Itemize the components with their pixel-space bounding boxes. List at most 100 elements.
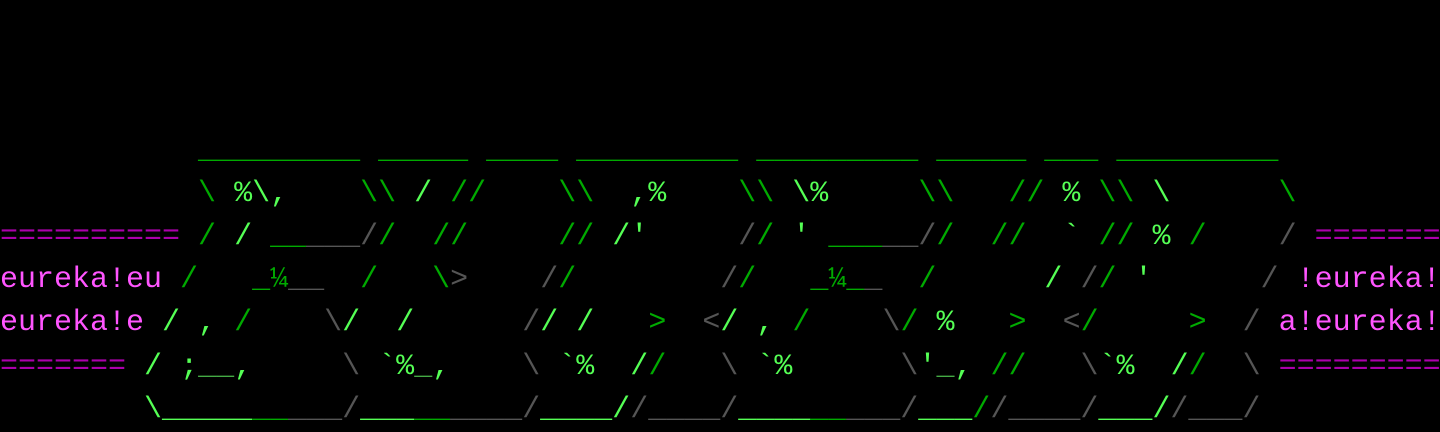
ascii-segment: / [918, 263, 937, 298]
ascii-segment: \_____ [144, 392, 253, 427]
ascii-segment [198, 263, 252, 297]
ascii-segment [918, 134, 936, 168]
ascii-segment [0, 393, 144, 427]
ascii-segment: , [198, 306, 217, 341]
ascii-segment [955, 306, 1009, 340]
ascii-segment: ____ [486, 133, 559, 168]
ascii-segment [162, 263, 180, 297]
ascii-segment: / [1278, 219, 1297, 254]
ascii-segment [666, 177, 738, 211]
ascii-segment: ; [180, 349, 199, 384]
ascii-segment [1044, 177, 1062, 211]
ascii-segment: _________ [756, 133, 919, 168]
ascii-segment: _____ [378, 133, 469, 168]
ascii-segment [180, 306, 198, 340]
ascii-segment: ___/ [1188, 392, 1261, 427]
ascii-segment: ____/ [1008, 392, 1099, 427]
ascii-segment [252, 220, 270, 254]
ascii-segment: ' [1134, 263, 1153, 298]
ascii-segment: _________ [1116, 133, 1279, 168]
ascii-segment: // [990, 349, 1027, 384]
ascii-segment: , [954, 349, 973, 384]
ascii-segment [792, 350, 900, 384]
ascii-row: eureka!e / , / \/ / // / > </ , / \/ % >… [0, 302, 1440, 345]
ascii-segment [378, 263, 432, 297]
ascii-segment: / [234, 219, 253, 254]
ascii-segment [252, 350, 342, 384]
ascii-segment: ____ [738, 392, 811, 427]
ascii-segment: \\ [738, 176, 775, 211]
ascii-segment: , [234, 349, 253, 384]
ascii-segment: , [756, 306, 775, 341]
ascii-row [0, 86, 1440, 129]
ascii-segment [810, 220, 828, 254]
ascii-segment: `% [378, 349, 415, 384]
ascii-segment [0, 177, 198, 211]
ascii-segment [1134, 177, 1152, 211]
ascii-segment [558, 306, 576, 340]
ascii-segment [1207, 220, 1279, 254]
ascii-segment: / [234, 306, 253, 341]
ascii-segment: _________ [198, 133, 361, 168]
double-rule: ======= [1314, 219, 1440, 254]
ascii-segment: \ [1080, 349, 1099, 384]
ascii-segment: \ [198, 176, 217, 211]
eureka-text: eureka!eu [0, 263, 163, 298]
ascii-segment [882, 263, 918, 297]
ascii-segment: ___/ [1098, 392, 1171, 427]
ascii-segment [486, 177, 558, 211]
ascii-segment: ___ [306, 219, 361, 254]
ascii-segment: > [1008, 306, 1027, 341]
ascii-segment: \\ [360, 176, 397, 211]
ascii-segment: / [1080, 263, 1099, 298]
ascii-segment [1027, 306, 1063, 340]
ascii-segment: \\ [918, 176, 955, 211]
ascii-segment: \ [1242, 349, 1261, 384]
ascii-segment: / [342, 306, 361, 341]
ascii-segment: __ [414, 392, 451, 427]
ascii-segment [1153, 263, 1261, 297]
ascii-segment [216, 306, 234, 340]
ascii-segment [648, 220, 738, 254]
ascii-segment [594, 177, 630, 211]
ascii-segment: \\ [1098, 176, 1135, 211]
ascii-segment: / [1170, 349, 1189, 384]
ascii-segment: / [378, 219, 397, 254]
ascii-segment: __ [198, 349, 235, 384]
ascii-segment: // [558, 219, 595, 254]
ascii-segment: %\, [234, 176, 289, 211]
ascii-segment: ,% [630, 176, 667, 211]
ascii-segment [432, 177, 450, 211]
ascii-segment [450, 350, 522, 384]
ascii-segment [972, 350, 990, 384]
ascii-segment [810, 306, 882, 340]
ascii-row: \ %\, \\ / // \\ ,% \\ \% \\ // % \\ \ \ [0, 173, 1440, 216]
ascii-segment: _¼_ [810, 263, 865, 298]
ascii-segment [396, 177, 414, 211]
ascii-segment [324, 263, 360, 297]
ascii-row [0, 43, 1440, 86]
ascii-segment: % [1062, 176, 1081, 211]
ascii-segment [126, 350, 144, 384]
ascii-segment: / [540, 263, 559, 298]
ascii-segment: / [1170, 392, 1189, 427]
ascii-segment: \ [900, 349, 919, 384]
ascii-segment [414, 306, 522, 340]
ascii-segment: / [900, 392, 919, 427]
ascii-segment: _________ [576, 133, 739, 168]
eureka-text: eureka!e [0, 306, 145, 341]
ascii-segment [666, 306, 702, 340]
ascii-segment: ___ [360, 392, 415, 427]
ascii-segment [396, 220, 432, 254]
ascii-segment: / [1080, 306, 1099, 341]
ascii-segment: ' [918, 349, 937, 384]
ascii-segment [1170, 177, 1278, 211]
ascii-segment [738, 134, 756, 168]
ascii-segment: ___ [918, 392, 973, 427]
ascii-segment [576, 263, 720, 297]
ascii-segment [954, 220, 990, 254]
ascii-segment [1026, 134, 1044, 168]
ascii-segment: ___ [288, 392, 343, 427]
ascii-segment: / [360, 263, 379, 298]
